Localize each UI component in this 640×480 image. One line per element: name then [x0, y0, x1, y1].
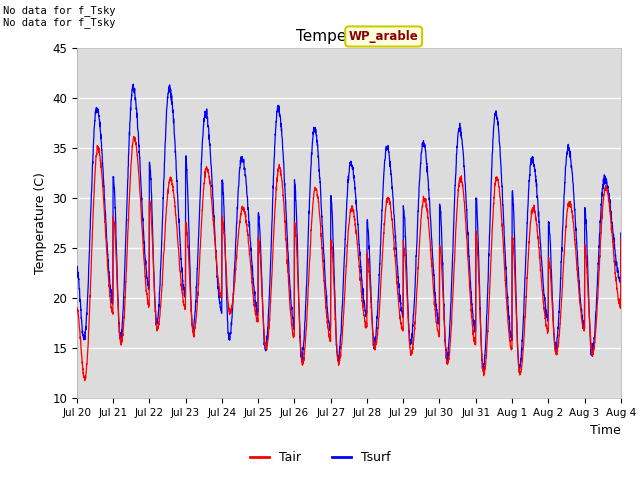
- Tsurf: [305, 211, 313, 216]
- X-axis label: Time: Time: [590, 424, 621, 437]
- Tair: [135, 178, 143, 184]
- Text: No data for f_Tsky
No data for f_Tsky: No data for f_Tsky No data for f_Tsky: [3, 5, 116, 28]
- Tsurf: [607, 206, 614, 212]
- Tair: [73, 306, 81, 312]
- Legend: Tair, Tsurf: Tair, Tsurf: [245, 446, 395, 469]
- Text: WP_arable: WP_arable: [349, 30, 419, 43]
- Line: Tair: Tair: [77, 136, 621, 381]
- Tair: [168, 178, 175, 184]
- Title: Temperatures: Temperatures: [296, 29, 401, 44]
- Tsurf: [73, 270, 81, 276]
- Tair: [607, 212, 614, 218]
- Tsurf: [168, 98, 175, 104]
- Tair: [617, 235, 625, 241]
- Tsurf: [479, 367, 487, 372]
- Line: Tsurf: Tsurf: [77, 84, 621, 370]
- Tair: [282, 233, 290, 239]
- Tsurf: [129, 81, 137, 87]
- Tair: [130, 133, 138, 139]
- Tair: [548, 293, 556, 299]
- Tsurf: [617, 230, 625, 236]
- Tsurf: [282, 197, 289, 203]
- Y-axis label: Temperature (C): Temperature (C): [34, 172, 47, 274]
- Tair: [305, 263, 313, 268]
- Tsurf: [548, 282, 556, 288]
- Tsurf: [135, 143, 143, 148]
- Tair: [81, 378, 88, 384]
